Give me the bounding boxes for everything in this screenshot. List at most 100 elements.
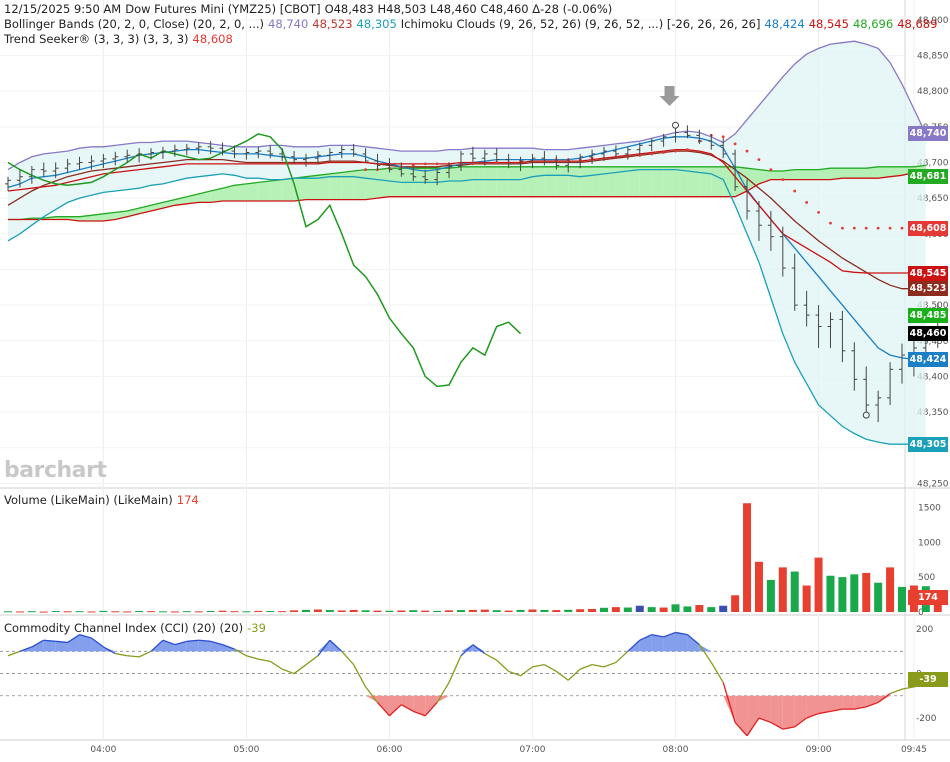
cci-line-segment [305,655,319,666]
cci-overbought-fill [43,640,56,652]
cci-line-segment [31,639,45,648]
cci-line-segment [7,650,21,657]
volume-bar [600,607,608,612]
cci-oversold-fill [747,695,759,736]
volume-panel-title: Volume (LikeMain) (LikeMain) 174 [4,493,203,507]
ohlc-bar [386,158,393,173]
cci-oversold-fill [723,695,736,723]
cci-label: Commodity Channel Index (CCI) (20) (20) [4,621,244,635]
ichimoku-cloud-segment [91,213,104,221]
bollinger-upper-line [7,40,927,171]
volume-bar [99,610,108,612]
ohlc-bar [505,153,512,169]
ichimoku-cloud-segment [592,166,604,197]
volume-bar [850,574,859,612]
ohlc-bar [76,156,83,170]
trend-seeker-dot [864,226,868,230]
price-tick-label: 48,500 [917,301,949,311]
volume-bar [266,611,275,613]
cci-line-segment [258,658,271,662]
ohlc-bar [899,343,905,384]
ichimoku-cloud-segment [55,216,68,220]
cci-line-segment [460,644,474,657]
ohlc-bar [112,151,119,166]
ichimoku-cloud-segment [639,166,652,197]
ohlc-bar [362,148,369,163]
cci-line-segment [794,717,808,728]
ohlc-bar [863,366,870,413]
ohlc-bar [434,169,441,186]
legend-trend-seeker-value: 48,608 [192,32,233,46]
volume-bar [898,586,906,612]
ohlc-bar [589,149,596,164]
volume-bar [218,610,227,612]
cci-overbought-fill [317,640,330,652]
volume-label: Volume (LikeMain) (LikeMain) [4,493,173,507]
volume-tick-label: 1000 [918,538,941,548]
ohlc-bar [183,143,190,156]
legend-kijun: 48,545 [808,17,849,31]
volume-bar [63,611,72,613]
ohlc-bar [243,148,250,160]
ichimoku-cloud-segment [246,182,259,201]
cci-overbought-fill [460,644,473,652]
volume-bar [433,610,442,612]
ohlc-bar [732,149,739,192]
ohlc-bar [279,148,286,162]
cci-line-segment [567,668,581,681]
trend-seeker-dot [733,142,737,146]
ichimoku-cloud-segment [866,166,879,179]
ohlc-bar [767,210,774,251]
ohlc-bar [374,153,381,170]
legend-span-b: 48,689 [897,17,938,31]
trend-seeker-dot [829,221,832,225]
ichimoku-cloud-segment [830,168,843,180]
cci-line-segment [329,639,343,652]
ichimoku-cloud-segment [556,166,569,197]
cci-line-segment [615,650,629,663]
ohlc-bar [708,133,715,150]
cci-line-segment [198,639,211,642]
cci-line-segment [436,682,450,703]
ohlc-bar [839,310,846,363]
volume-bar [254,610,263,612]
cci-line-segment [544,664,557,672]
cci-oversold-fill [413,695,426,716]
ichimoku-cloud-segment [532,166,545,197]
trend-seeker-dot [411,163,415,167]
volume-bar [588,608,597,612]
volume-bar [313,609,322,612]
cci-line-segment [818,710,831,715]
cci-oversold-fill [377,695,390,716]
cci-line-segment [698,644,712,663]
bollinger-lower-line [7,168,926,445]
ichimoku-cloud-segment [651,166,664,197]
ohlc-bar [267,145,274,159]
trend-seeker-dot [686,148,689,152]
price-tick-label: 48,400 [917,372,949,382]
cci-oversold-fill [389,695,402,716]
volume-bar [337,610,346,612]
trend-seeker-dot [817,211,820,214]
cci-oversold-fill [794,695,807,727]
volume-bar [695,605,704,612]
volume-bar [27,611,36,613]
ichimoku-cloud-segment [270,179,283,201]
ohlc-bar [553,155,560,170]
cci-line-segment [150,639,164,652]
ohlc-bar [565,158,572,173]
cci-oversold-fill [806,695,819,718]
ohlc-bar [803,290,810,327]
ichimoku-cloud-segment [460,166,473,197]
volume-bar [123,611,132,613]
cci-overbought-fill [103,646,116,652]
time-tick-label: 06:00 [376,745,402,755]
ohlc-bar [398,162,405,177]
ichimoku-cloud-segment [329,172,342,200]
ohlc-bar [517,156,524,172]
price-tick-label: 48,850 [917,51,949,61]
legend-line-3: Trend Seeker® (3, 3, 3) (3, 3, 3) 48,608 [4,32,237,46]
ichimoku-cloud-segment [317,173,330,200]
trend-seeker-dot [471,162,475,166]
